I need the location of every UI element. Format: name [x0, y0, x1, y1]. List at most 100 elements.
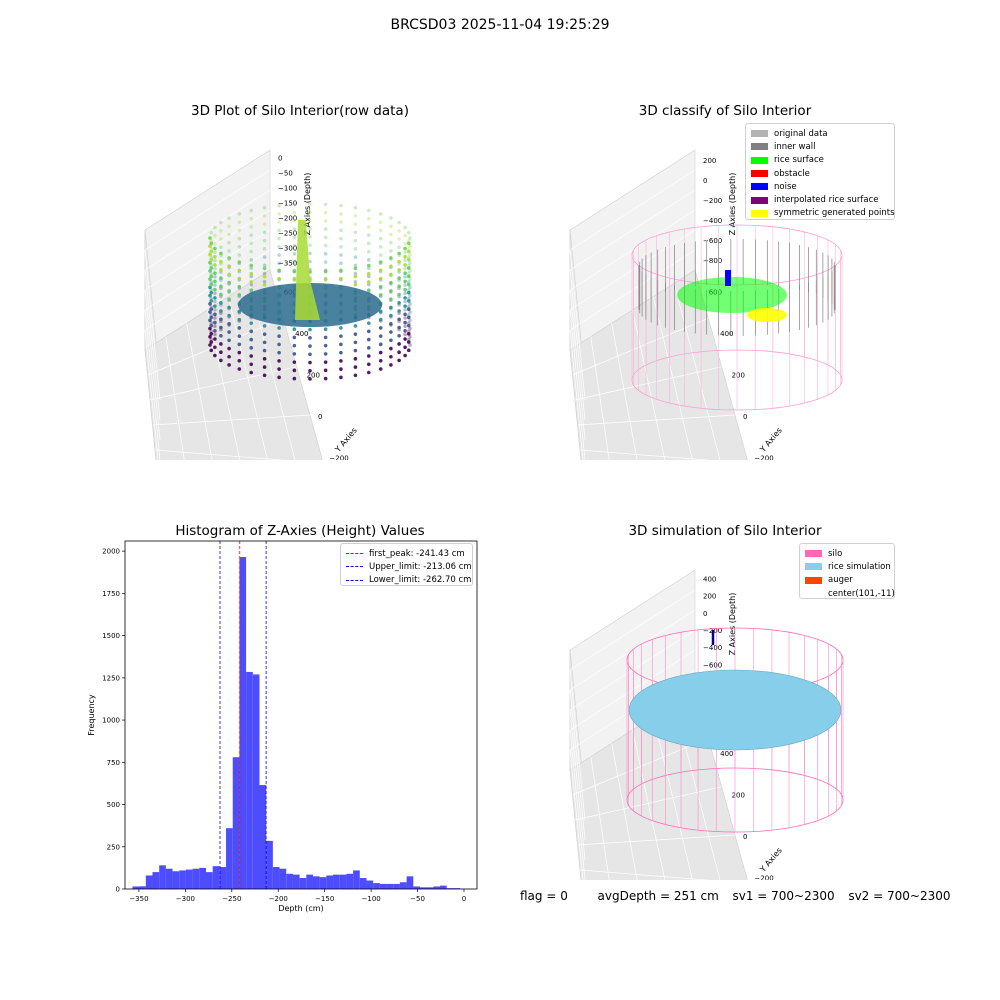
wall-point: [389, 240, 393, 245]
wall-point: [366, 337, 371, 342]
wall-point: [403, 287, 407, 292]
wall-point: [389, 363, 393, 367]
z-axis-label: Z Axies (Depth): [728, 593, 737, 656]
histogram-bar: [272, 867, 280, 889]
legend-label: silo: [828, 548, 843, 559]
wall-point: [262, 279, 267, 284]
wall-point: [389, 338, 393, 343]
wall-point: [308, 235, 312, 239]
grid-line: [569, 329, 584, 460]
simulation-3d-plot: −400−2000200400600−600−400−2000200400600…: [569, 569, 844, 880]
grid-line: [144, 229, 271, 311]
z-tick-label: −200: [278, 215, 297, 223]
legend-label: center(101,-11): [828, 588, 895, 599]
wall-point: [249, 370, 254, 375]
x-tick-label: −350: [129, 895, 148, 903]
wall-point: [277, 268, 281, 273]
wall-point: [237, 350, 242, 355]
wall-point: [209, 299, 214, 303]
wall-point: [366, 233, 371, 237]
wall-point: [366, 216, 371, 221]
wall-point: [323, 343, 328, 348]
avg-depth-value: avgDepth = 251 cm: [597, 889, 719, 903]
grid-line: [144, 249, 271, 331]
histogram-bar: [165, 868, 173, 889]
legend-label: auger: [828, 575, 853, 586]
wall-point: [213, 316, 217, 320]
wall-point: [227, 216, 231, 220]
z-tick-label: 400: [703, 576, 716, 584]
histogram-bar: [306, 874, 313, 889]
wall-point: [403, 246, 407, 251]
wall-point: [378, 367, 383, 371]
wall-point: [397, 276, 401, 280]
wall-point: [323, 335, 328, 340]
wall-point: [262, 247, 267, 251]
wall-point: [277, 326, 281, 330]
wall-point: [213, 332, 217, 337]
wall-point: [389, 256, 393, 260]
wall-point: [406, 241, 411, 246]
status-line: flag = 0 avgDepth = 251 cm sv1 = 700~230…: [520, 889, 950, 903]
grid-line: [569, 649, 696, 731]
wall-point: [308, 251, 312, 256]
legend-label: symmetric generated points: [774, 208, 895, 219]
wall-point: [339, 334, 343, 338]
wall-point: [292, 227, 297, 231]
wall-point: [406, 323, 411, 328]
wall-point: [366, 266, 371, 270]
wall-point: [277, 220, 281, 224]
wall-point: [237, 276, 242, 281]
wall-point: [366, 263, 371, 268]
wall-point: [213, 250, 217, 254]
wall-point: [249, 362, 254, 367]
histogram-plot: −350 −300 −250 −200 −150 −100 −50 0 0 250 500 750 10…: [87, 540, 478, 913]
flag-value: flag = 0: [520, 889, 568, 903]
raw-data-3d-plot: −600−400−2000200400600800−600−400−200020…: [144, 149, 412, 460]
x-tick-label: −200: [269, 895, 288, 903]
wall-point: [397, 333, 401, 338]
wall-point: [403, 320, 407, 325]
wall-point: [237, 309, 242, 314]
wall-point: [389, 232, 393, 237]
wall-point: [213, 263, 217, 267]
wall-point: [213, 312, 217, 317]
wall-point: [227, 272, 231, 277]
wall-point: [219, 325, 223, 330]
wall-point: [262, 266, 267, 271]
simulation-legend: silo rice simulation auger center(101,-11): [799, 543, 895, 599]
histogram-bar: [212, 866, 220, 889]
wall-point: [403, 258, 407, 263]
y-axis-label: Y Axies: [333, 426, 359, 455]
wall-point: [308, 327, 312, 332]
z-tick-label: −100: [278, 185, 297, 193]
histogram-bar: [333, 874, 340, 889]
wall-point: [219, 309, 223, 313]
wall-point: [249, 225, 254, 229]
wall-point: [249, 274, 254, 279]
noise-points: [725, 270, 731, 286]
histogram-bar: [312, 876, 320, 889]
wall-point: [237, 367, 242, 371]
grid-line: [144, 289, 161, 441]
wall-point: [406, 266, 411, 270]
y-axis-label: Y Axies: [758, 846, 784, 875]
wall-point: [403, 266, 407, 271]
wall-point: [339, 245, 343, 249]
grid-line: [144, 309, 161, 460]
wall-point: [406, 307, 411, 311]
y-tick-label: 200: [732, 792, 745, 800]
wall-point: [292, 360, 297, 364]
wall-point: [353, 255, 358, 259]
wall-point: [262, 230, 267, 235]
wall-point: [292, 376, 297, 381]
histogram-bar: [292, 874, 300, 889]
wall-point: [292, 243, 297, 248]
wall-point: [378, 260, 383, 264]
wall-point: [408, 302, 412, 306]
grid-line: [579, 449, 711, 460]
y-tick-label: 0: [743, 413, 747, 421]
wall-point: [408, 293, 412, 298]
wall-point: [403, 332, 407, 337]
wall-point: [292, 235, 297, 240]
